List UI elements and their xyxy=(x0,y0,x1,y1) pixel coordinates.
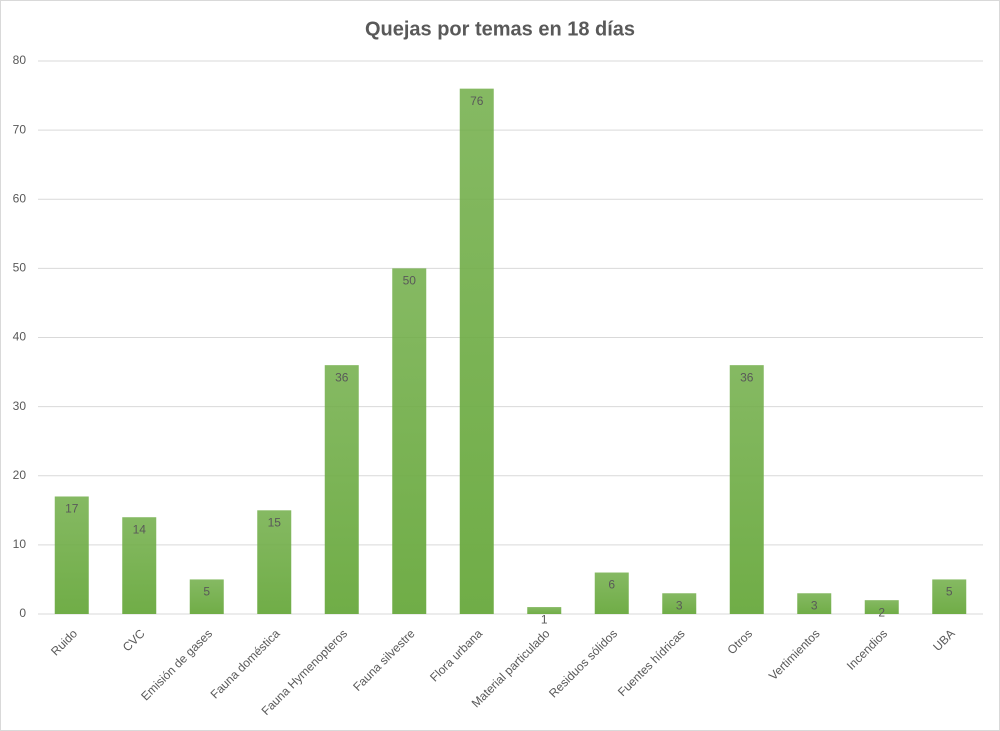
bar xyxy=(662,593,697,614)
bar xyxy=(189,579,224,614)
data-label: 17 xyxy=(65,502,79,516)
bar xyxy=(392,268,427,614)
bar xyxy=(122,517,157,614)
data-label: 15 xyxy=(268,515,282,529)
data-label: 1 xyxy=(541,612,548,626)
y-tick-label: 40 xyxy=(13,330,27,344)
y-tick-label: 60 xyxy=(13,191,27,205)
bar xyxy=(459,88,494,614)
data-label: 14 xyxy=(133,522,147,536)
y-tick-label: 30 xyxy=(13,399,27,413)
bar xyxy=(54,496,89,614)
y-tick-label: 0 xyxy=(19,606,26,620)
data-label: 76 xyxy=(470,94,484,108)
y-tick-label: 20 xyxy=(13,468,27,482)
bar xyxy=(864,600,899,614)
bar xyxy=(729,365,764,614)
data-label: 36 xyxy=(740,370,754,384)
data-label: 6 xyxy=(608,578,615,592)
data-label: 5 xyxy=(946,585,953,599)
bar xyxy=(527,607,562,614)
data-label: 3 xyxy=(811,598,818,612)
bar xyxy=(932,579,967,614)
data-label: 3 xyxy=(676,598,683,612)
y-tick-label: 80 xyxy=(13,53,27,67)
y-tick-label: 10 xyxy=(13,537,27,551)
bar xyxy=(797,593,832,614)
data-label: 36 xyxy=(335,370,349,384)
data-label: 5 xyxy=(203,585,210,599)
data-label: 2 xyxy=(878,605,885,619)
y-tick-label: 50 xyxy=(13,261,27,275)
bar xyxy=(594,572,629,614)
y-tick-label: 70 xyxy=(13,122,27,136)
data-label: 50 xyxy=(403,274,417,288)
bar xyxy=(324,365,359,614)
chart-title: Quejas por temas en 18 días xyxy=(365,18,635,40)
bar xyxy=(257,510,292,614)
